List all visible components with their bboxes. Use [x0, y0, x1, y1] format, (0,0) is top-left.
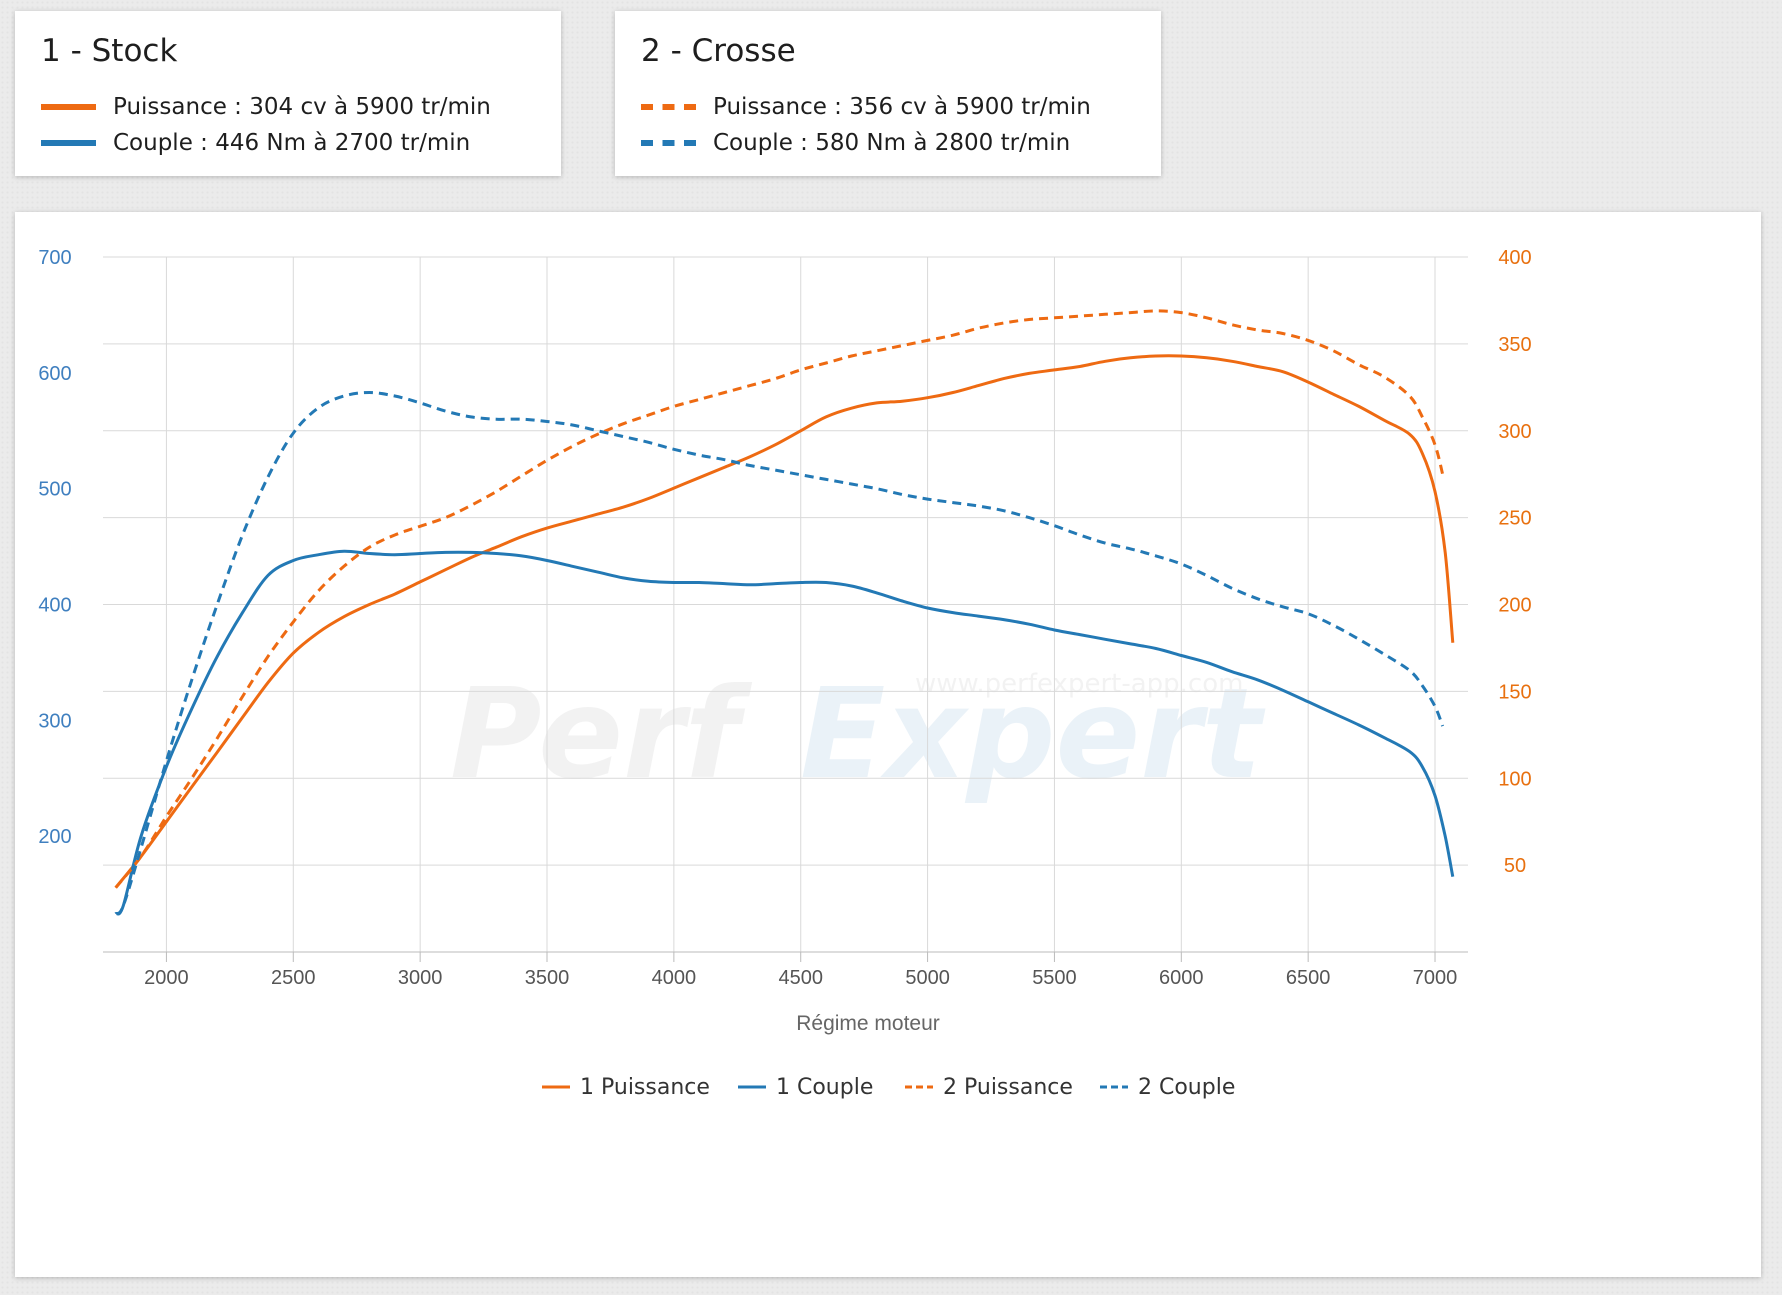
y-left-tick-label: 500: [38, 479, 71, 501]
legend-card-stock: 1 - Stock Puissance : 304 cv à 5900 tr/m…: [15, 11, 561, 176]
x-tick-label: 4500: [778, 967, 823, 989]
series-line-4: [114, 391, 1445, 916]
legend-item-puissance-stock: Puissance : 304 cv à 5900 tr/min: [41, 94, 491, 120]
solid-orange-line-icon: [41, 104, 96, 110]
y-right-tick-label: 250: [1498, 508, 1531, 530]
x-tick-label: 6000: [1159, 967, 1204, 989]
x-axis-title: Régime moteur: [796, 1012, 940, 1035]
y-left-tick-label: 400: [38, 595, 71, 617]
series-lines: [114, 309, 1455, 916]
svg-text:Perf: Perf: [450, 662, 753, 807]
perfexpert-watermark-logo: Perf Expert www.perfexpert-app.com: [450, 662, 1266, 807]
x-tick-label: 5000: [905, 967, 950, 989]
y-right-tick-label: 300: [1498, 421, 1531, 443]
legend-label: Puissance : 304 cv à 5900 tr/min: [113, 94, 491, 120]
y-right-tick-label: 50: [1504, 855, 1526, 877]
watermark-url: www.perfexpert-app.com: [915, 669, 1243, 699]
x-tick-label: 5500: [1032, 967, 1077, 989]
x-tick-label: 2500: [271, 967, 316, 989]
svg-text:Expert: Expert: [800, 662, 1266, 807]
dashed-blue-line-icon: [641, 140, 696, 146]
dashed-orange-line-icon: [641, 104, 696, 110]
x-tick-label: 3500: [525, 967, 570, 989]
series-line-1: [114, 354, 1455, 889]
dyno-chart: Perf Expert www.perfexpert-app.com 2000 2…: [38, 247, 1531, 1100]
legend-item-puissance-crosse: Puissance : 356 cv à 5900 tr/min: [641, 94, 1091, 120]
y-right-tick-label: 350: [1498, 334, 1531, 356]
y-right-tick-label: 200: [1498, 595, 1531, 617]
legend-item-label[interactable]: 1 Puissance: [580, 1075, 710, 1100]
y-left-tick-label: 600: [38, 363, 71, 385]
y-left-tick-label: 700: [38, 247, 71, 269]
series-line-3: [114, 309, 1445, 889]
legend-item-couple-crosse: Couple : 580 Nm à 2800 tr/min: [641, 130, 1070, 156]
y-right-tick-label: 400: [1498, 247, 1531, 269]
chart-card: Perf Expert www.perfexpert-app.com 2000 2…: [15, 212, 1761, 1277]
card-title: 2 - Crosse: [641, 33, 796, 69]
x-tick-label: 4000: [652, 967, 697, 989]
series-line-2: [114, 549, 1455, 916]
legend-label: Couple : 580 Nm à 2800 tr/min: [713, 130, 1071, 156]
legend-item-label[interactable]: 2 Couple: [1138, 1075, 1235, 1100]
legend-item-couple-stock: Couple : 446 Nm à 2700 tr/min: [41, 130, 470, 156]
x-tick-label: 3000: [398, 967, 443, 989]
chart-legend: 1 Puissance 1 Couple 2 Puissance 2 Couple: [542, 1075, 1235, 1100]
y-left-tick-label: 200: [38, 826, 71, 848]
x-tick-label: 6500: [1286, 967, 1331, 989]
axis-ticks: 2000 2500 3000 3500 4000 4500 5000 5500 6000 6500…: [38, 247, 1531, 989]
legend-item-label[interactable]: 2 Puissance: [943, 1075, 1073, 1100]
legend-item-label[interactable]: 1 Couple: [776, 1075, 873, 1100]
y-right-tick-label: 100: [1498, 768, 1531, 790]
card-title: 1 - Stock: [41, 33, 178, 69]
x-tick-label: 2000: [144, 967, 189, 989]
solid-blue-line-icon: [41, 140, 96, 146]
y-left-tick-label: 300: [38, 710, 71, 732]
y-right-tick-label: 150: [1498, 681, 1531, 703]
x-tick-label: 7000: [1413, 967, 1458, 989]
grid: [103, 256, 1468, 962]
legend-label: Couple : 446 Nm à 2700 tr/min: [113, 130, 471, 156]
legend-card-crosse: 2 - Crosse Puissance : 356 cv à 5900 tr/…: [615, 11, 1161, 176]
legend-label: Puissance : 356 cv à 5900 tr/min: [713, 94, 1091, 120]
